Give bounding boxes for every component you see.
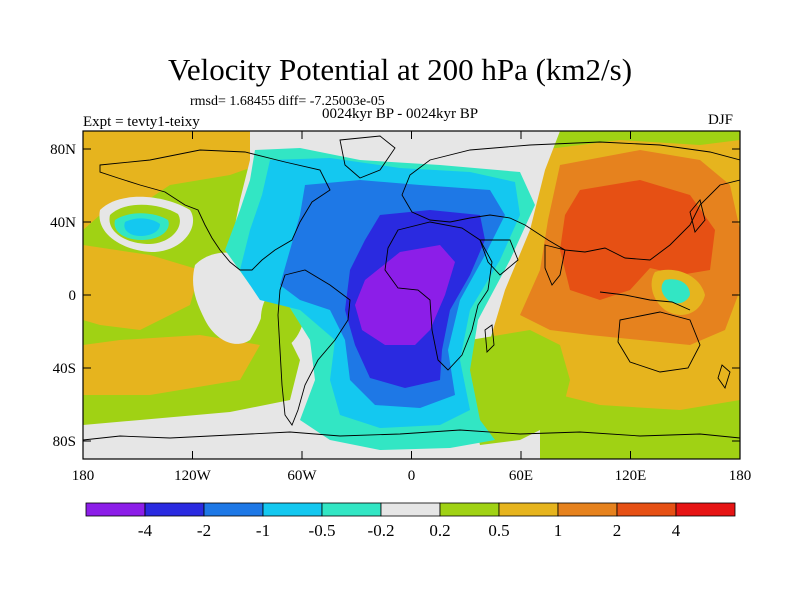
lat-label-80n: 80N — [50, 142, 76, 158]
colorbar-label-8: 1 — [554, 521, 563, 540]
lat-label-0: 0 — [69, 288, 77, 304]
coast-arabia — [479, 239, 519, 276]
field-contour-neg4 — [355, 245, 455, 345]
lat-tick-marks — [83, 148, 740, 442]
colorbar-box-2 — [144, 502, 205, 517]
lat-label-40s: 40S — [53, 361, 76, 377]
coast-north-america — [99, 149, 331, 271]
colorbar-box-7 — [439, 502, 500, 517]
experiment-label: Expt = tevty1-teixy — [83, 114, 200, 130]
colorbar-box-4 — [262, 502, 323, 517]
colorbar-box-5 — [321, 502, 382, 517]
colorbar-box-11 — [675, 502, 736, 517]
coast-eurasia — [401, 141, 740, 261]
lat-label-80s: 80S — [53, 434, 76, 450]
colorbar-label-10: 4 — [672, 521, 681, 540]
rmsd-label: rmsd= 1.68455 diff= -7.25003e-05 — [190, 94, 385, 109]
colorbar-label-4: -0.5 — [309, 521, 336, 540]
lon-label-60e: 60E — [509, 468, 533, 484]
lat-label-40n: 40N — [50, 215, 76, 231]
lon-label-180w: 180 — [72, 468, 95, 484]
coast-antarctica — [83, 429, 740, 441]
field-maritime-cyan — [661, 279, 690, 304]
colorbar-box-3 — [203, 502, 264, 517]
field-contour-pos2 — [560, 180, 715, 300]
season-label: DJF — [708, 112, 734, 128]
coast-greenland — [339, 135, 396, 179]
lon-label-120w: 120W — [174, 468, 212, 484]
lon-tick-marks — [82, 131, 741, 459]
lon-label-60w: 60W — [287, 468, 317, 484]
coast-south-america — [277, 269, 351, 426]
colorbar — [85, 502, 736, 517]
field-contour-neg05-nw — [124, 218, 160, 236]
field-orange-west-lower — [83, 245, 200, 330]
coast-australia — [617, 311, 701, 373]
colorbar-label-9: 2 — [613, 521, 622, 540]
coast-africa — [384, 221, 493, 371]
colorbar-box-10 — [616, 502, 677, 517]
colorbar-box-9 — [557, 502, 618, 517]
coast-japan — [689, 199, 706, 233]
plot-title: Velocity Potential at 200 hPa (km2/s) — [167, 52, 633, 87]
colorbar-label-7: 0.5 — [488, 521, 509, 540]
velocity-potential-field — [83, 131, 740, 459]
coast-new-zealand — [717, 364, 731, 390]
colorbar-label-2: -2 — [197, 521, 211, 540]
lon-label-120e: 120E — [615, 468, 647, 484]
field-orange-south — [83, 335, 260, 395]
field-green-south-indian — [470, 330, 570, 445]
colorbar-label-3: -1 — [256, 521, 270, 540]
coast-india — [544, 244, 566, 286]
colorbar-label-6: 0.2 — [429, 521, 450, 540]
lon-label-180e: 180 — [729, 468, 752, 484]
period-label: 0024kyr BP - 0024kyr BP — [322, 106, 479, 122]
colorbar-box-8 — [498, 502, 559, 517]
coastlines — [83, 135, 740, 441]
colorbar-box-6 — [380, 502, 441, 517]
colorbar-label-1: -4 — [138, 521, 153, 540]
colorbar-box-1 — [85, 502, 146, 517]
colorbar-label-5: -0.2 — [368, 521, 395, 540]
coast-maritime-continent — [599, 291, 691, 311]
coast-madagascar — [484, 324, 495, 353]
lon-label-0: 0 — [408, 468, 416, 484]
